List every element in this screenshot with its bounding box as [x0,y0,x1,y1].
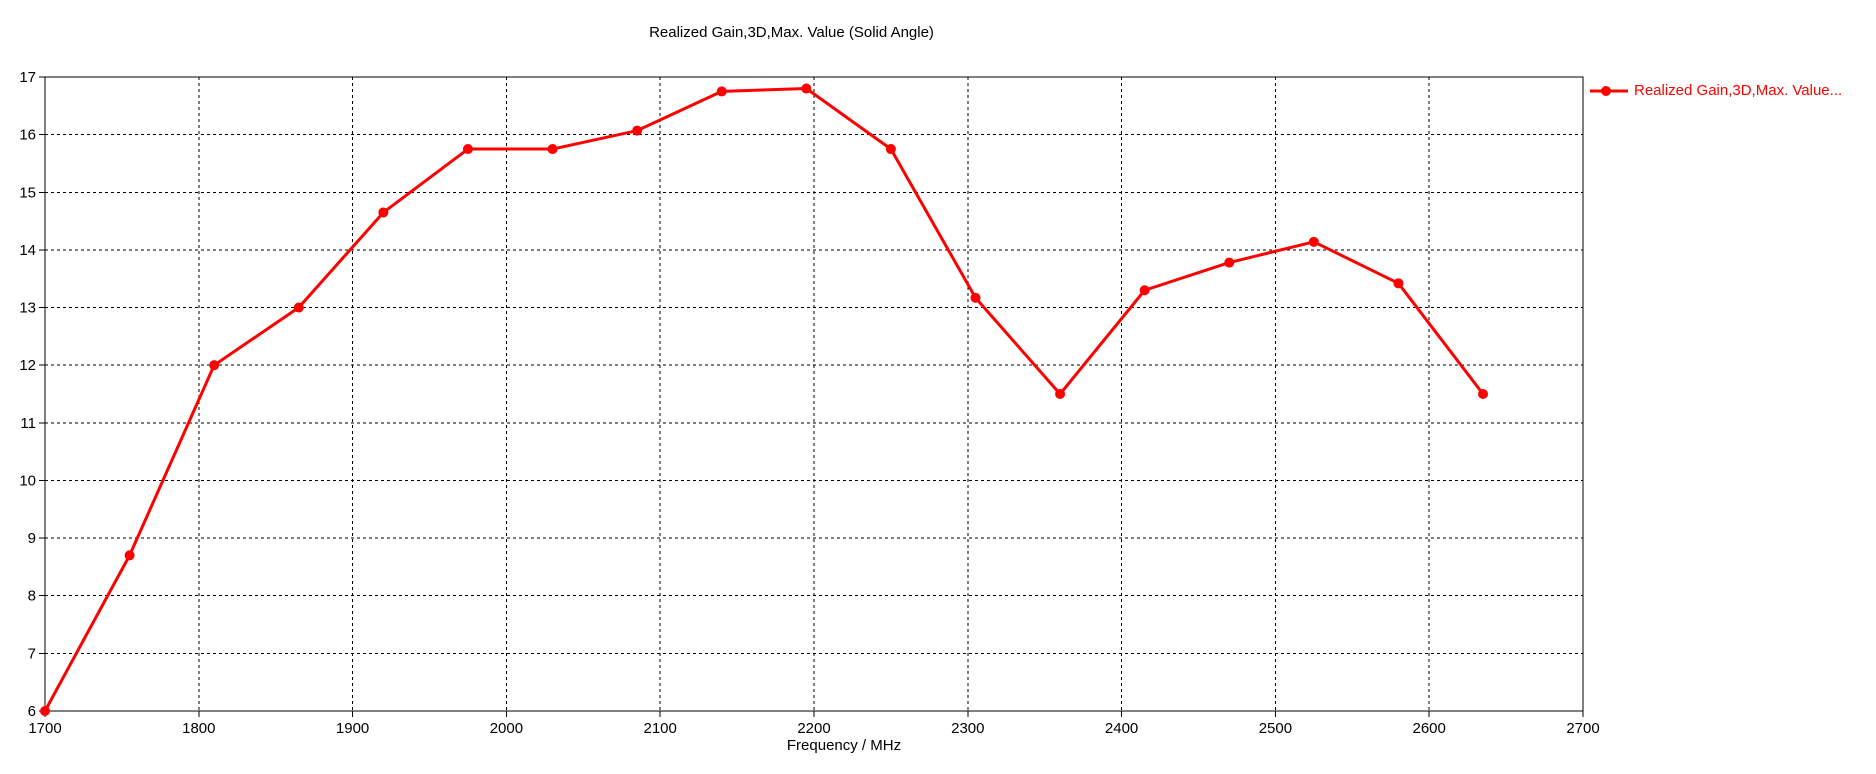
x-tick-label: 2700 [1566,720,1599,737]
data-point [209,360,220,371]
data-point [1055,389,1066,399]
x-tick-label: 2500 [1259,720,1292,737]
y-tick-label: 10 [19,472,36,489]
x-tick-label: 2600 [1413,720,1446,737]
plot-frame [44,76,1584,712]
data-point [1478,389,1489,399]
data-point [1308,236,1319,247]
data-point [1224,257,1235,268]
data-point [1393,278,1404,289]
data-point [801,83,812,94]
x-tick-label: 2000 [490,720,523,737]
y-tick-label: 16 [19,127,36,144]
data-point [378,207,389,218]
y-tick-label: 13 [19,300,36,317]
chart-title: Realized Gain,3D,Max. Value (Solid Angle… [649,24,934,41]
data-point [716,86,727,97]
data-point [632,125,643,136]
data-point [547,144,558,155]
data-point [293,302,304,313]
y-tick-label: 15 [19,184,36,201]
data-point [1139,285,1150,296]
x-tick-label: 2400 [1105,720,1138,737]
y-tick-label: 12 [19,357,36,374]
series-line [43,87,1485,713]
legend-marker-icon [1590,85,1628,96]
x-tick-label: 2100 [644,720,677,737]
x-tick-label: 1700 [28,720,61,737]
data-point [124,550,135,561]
data-point [462,144,473,155]
data-point [885,144,896,155]
y-tick-label: 8 [28,588,36,605]
legend-label: Realized Gain,3D,Max. Value... [1634,82,1843,99]
data-point [970,292,981,303]
y-tick-label: 11 [20,415,36,432]
y-tick-label: 7 [28,645,36,662]
y-tick-label: 17 [19,69,36,86]
x-tick-label: 1800 [182,720,215,737]
legend-dot [1601,85,1611,96]
x-tick-label: 2200 [797,720,830,737]
legend: Realized Gain,3D,Max. Value... [1589,83,1842,98]
data-point [40,706,50,716]
x-axis-title: Frequency / MHz [786,737,902,754]
x-tick-label: 2300 [951,720,984,737]
y-tick-label: 9 [28,530,36,547]
x-tick-label: 1900 [336,720,369,737]
y-tick-label: 14 [19,242,36,259]
y-tick-label: 6 [28,703,36,720]
